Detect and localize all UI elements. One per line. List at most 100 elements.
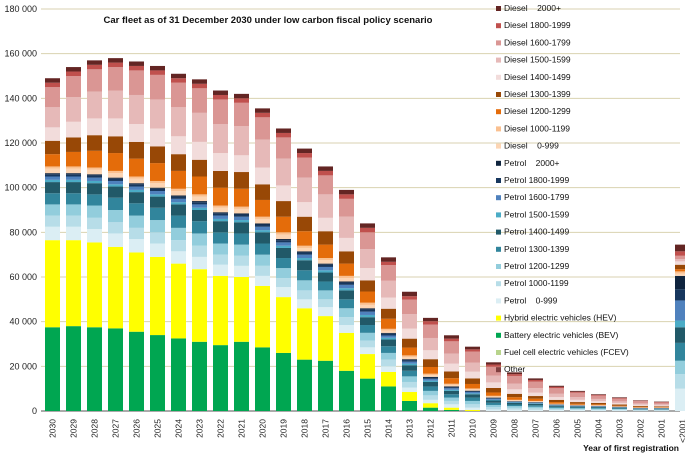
bar-segment bbox=[192, 83, 207, 89]
bar-segment bbox=[381, 261, 396, 266]
bar-segment bbox=[570, 409, 585, 411]
bar-segment bbox=[528, 392, 543, 397]
bar-segment bbox=[549, 399, 564, 403]
bar-segment bbox=[276, 245, 291, 248]
bar-segment bbox=[339, 325, 354, 333]
bar-segment bbox=[465, 346, 480, 350]
bar-segment bbox=[675, 275, 685, 290]
x-tick-label: 2020 bbox=[258, 419, 268, 438]
bar-segment bbox=[381, 366, 396, 372]
bar-segment bbox=[297, 245, 312, 248]
bar-segment bbox=[45, 179, 60, 183]
bar-segment bbox=[297, 260, 312, 271]
bar-segment bbox=[213, 254, 228, 265]
bar-segment bbox=[381, 297, 396, 309]
bar-segment bbox=[402, 376, 417, 382]
bar-segment bbox=[255, 275, 270, 286]
bar-segment bbox=[675, 255, 685, 260]
bar-segment bbox=[654, 405, 669, 407]
bar-segment bbox=[549, 385, 564, 387]
bar-segment bbox=[465, 371, 480, 379]
bar-segment bbox=[150, 99, 165, 129]
bar-segment bbox=[66, 168, 81, 174]
bar-segment bbox=[402, 299, 417, 315]
bar-segment bbox=[423, 399, 438, 404]
bar-segment bbox=[528, 379, 543, 382]
bar-segment bbox=[108, 178, 123, 181]
bar-segment bbox=[129, 178, 144, 184]
bar-segment bbox=[528, 409, 543, 411]
bar-segment bbox=[507, 400, 522, 402]
bar-segment bbox=[297, 216, 312, 232]
bar-segment bbox=[276, 352, 291, 411]
bar-segment bbox=[192, 207, 207, 210]
x-tick-label: 2025 bbox=[153, 419, 163, 438]
bar-segment bbox=[360, 304, 375, 309]
bar-segment bbox=[465, 391, 480, 393]
bar-segment bbox=[171, 73, 186, 79]
bar-segment bbox=[402, 361, 417, 364]
bar-segment bbox=[108, 180, 123, 185]
bar-segment bbox=[276, 137, 291, 159]
bar-segment bbox=[150, 70, 165, 75]
bar-segment bbox=[213, 232, 228, 244]
bar-segment bbox=[507, 383, 522, 390]
bar-segment bbox=[444, 353, 459, 364]
bar-segment bbox=[276, 158, 291, 186]
bar-segment bbox=[360, 308, 375, 310]
bar-segment bbox=[423, 376, 438, 378]
bar-segment bbox=[108, 210, 123, 223]
bar-segment bbox=[612, 408, 627, 409]
bar-segment bbox=[318, 290, 333, 300]
bar-segment bbox=[150, 207, 165, 221]
bar-segment bbox=[465, 383, 480, 389]
bar-segment bbox=[675, 342, 685, 361]
bar-segment bbox=[87, 327, 102, 411]
bar-segment bbox=[486, 400, 501, 403]
bar-segment bbox=[150, 232, 165, 244]
bar-segment bbox=[339, 299, 354, 309]
bar-segment bbox=[213, 99, 228, 125]
bar-segment bbox=[318, 231, 333, 245]
bar-segment bbox=[45, 226, 60, 241]
bar-segment bbox=[381, 328, 396, 331]
bar-segment bbox=[360, 314, 375, 318]
bar-segment bbox=[402, 291, 417, 297]
y-tick-label: 140 000 bbox=[4, 93, 37, 103]
bar-segment bbox=[255, 167, 270, 185]
bar-segment bbox=[507, 407, 522, 410]
bar-segment bbox=[297, 270, 312, 281]
bar-segment bbox=[213, 205, 228, 208]
bar-segment bbox=[87, 64, 102, 70]
legend-label: Petrol 2000+ bbox=[504, 158, 560, 168]
bar-segment bbox=[339, 288, 354, 291]
bar-segment bbox=[318, 175, 333, 195]
bar-segment bbox=[423, 386, 438, 391]
bar-segment bbox=[339, 251, 354, 264]
bar-segment bbox=[171, 240, 186, 252]
bar-segment bbox=[45, 154, 60, 167]
bar-segment bbox=[381, 257, 396, 262]
bar-segment bbox=[255, 243, 270, 255]
bar-segment bbox=[339, 275, 354, 279]
bar-segment bbox=[486, 392, 501, 396]
bar-segment bbox=[402, 328, 417, 339]
bar-segment bbox=[192, 141, 207, 160]
bar-segment bbox=[87, 242, 102, 328]
legend-label: Diesel 1800-1999 bbox=[504, 20, 571, 30]
bar-segment bbox=[192, 210, 207, 222]
bar-segment bbox=[87, 135, 102, 151]
x-tick-label: 2011 bbox=[447, 419, 457, 438]
bar-segment bbox=[402, 400, 417, 411]
bar-segment bbox=[612, 408, 627, 410]
y-tick-label: 60 000 bbox=[9, 272, 37, 282]
bar-segment bbox=[570, 399, 585, 403]
bar-segment bbox=[444, 394, 459, 398]
bar-segment bbox=[87, 60, 102, 65]
bar-segment bbox=[108, 173, 123, 178]
bar-segment bbox=[444, 335, 459, 339]
bar-segment bbox=[633, 404, 648, 406]
bar-segment bbox=[108, 184, 123, 187]
bar-segment bbox=[108, 328, 123, 411]
bar-segment bbox=[360, 317, 375, 326]
